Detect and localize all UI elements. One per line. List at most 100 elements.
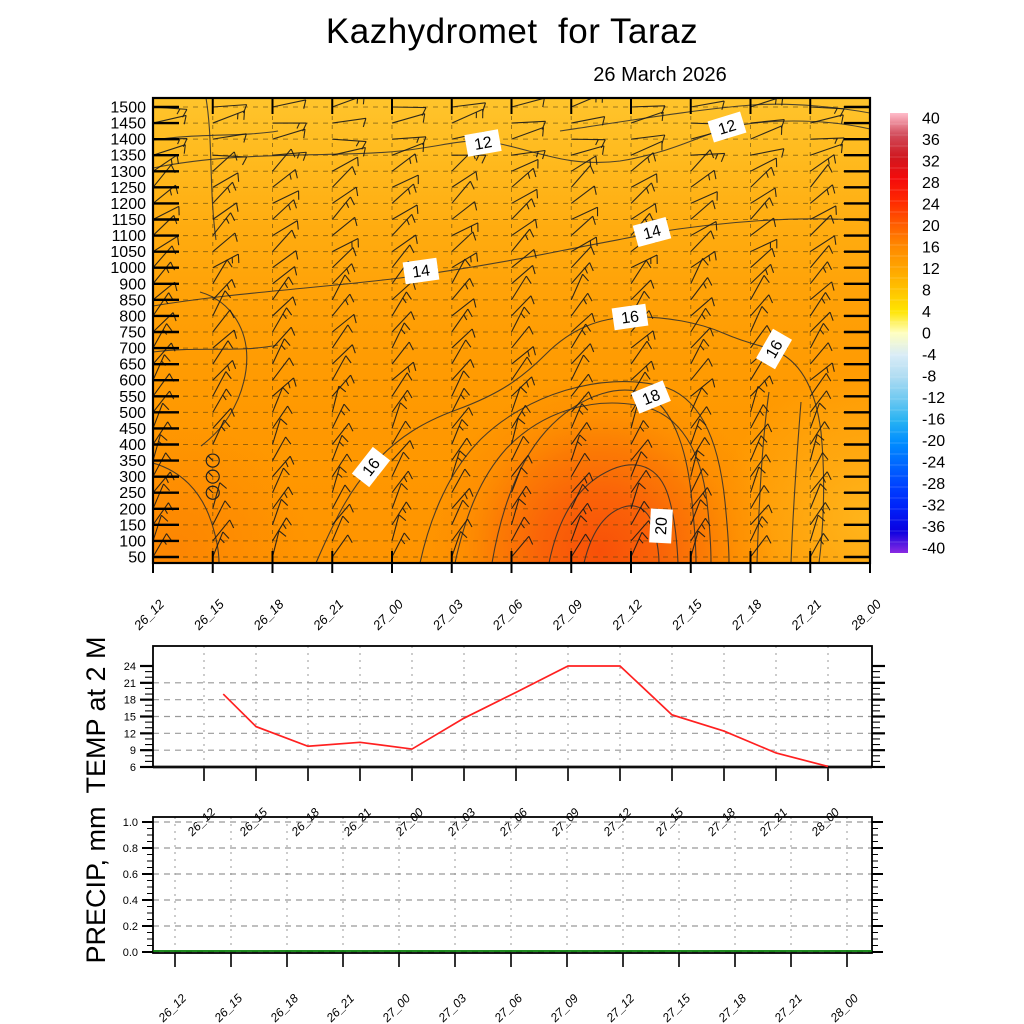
svg-text:15: 15 [124, 712, 136, 724]
svg-text:1.0: 1.0 [123, 817, 138, 829]
svg-text:-40: -40 [922, 541, 945, 558]
main-gridlines [153, 98, 870, 563]
svg-text:12: 12 [716, 117, 738, 138]
svg-text:600: 600 [119, 373, 146, 390]
svg-text:18: 18 [124, 695, 136, 707]
svg-text:1350: 1350 [110, 148, 146, 165]
svg-text:20: 20 [922, 218, 940, 235]
svg-text:27_18: 27_18 [715, 991, 749, 1024]
svg-text:27_09: 27_09 [548, 597, 585, 634]
svg-text:26_12: 26_12 [130, 596, 167, 633]
svg-text:27_21: 27_21 [787, 597, 824, 634]
svg-text:-4: -4 [922, 347, 936, 364]
svg-text:14: 14 [641, 222, 663, 243]
svg-text:-32: -32 [922, 498, 945, 515]
page-title: Kazhydromet for Taraz [325, 12, 699, 51]
svg-text:500: 500 [119, 405, 146, 422]
svg-text:450: 450 [119, 421, 146, 438]
svg-text:6: 6 [130, 762, 136, 774]
svg-text:300: 300 [119, 469, 146, 486]
svg-text:850: 850 [119, 292, 146, 309]
svg-text:40: 40 [922, 111, 940, 128]
svg-text:27_09: 27_09 [547, 991, 581, 1024]
svg-text:0.0: 0.0 [123, 947, 138, 959]
svg-text:-12: -12 [922, 390, 945, 407]
svg-text:28_00: 28_00 [827, 991, 861, 1024]
svg-text:27_15: 27_15 [659, 991, 693, 1024]
svg-text:12: 12 [473, 134, 494, 154]
svg-text:28: 28 [922, 175, 940, 192]
svg-text:27_18: 27_18 [728, 596, 765, 633]
svg-text:36: 36 [922, 132, 940, 149]
svg-text:0.2: 0.2 [123, 921, 138, 933]
svg-text:200: 200 [119, 501, 146, 518]
svg-text:900: 900 [119, 276, 146, 293]
svg-text:26_18: 26_18 [288, 805, 322, 839]
svg-text:0.6: 0.6 [123, 869, 138, 881]
svg-text:26_15: 26_15 [190, 596, 227, 633]
svg-text:650: 650 [119, 357, 146, 374]
svg-text:1400: 1400 [110, 132, 146, 149]
svg-text:4: 4 [922, 304, 931, 321]
main-chart [153, 98, 870, 563]
svg-text:50: 50 [128, 550, 146, 567]
svg-text:16: 16 [763, 337, 787, 361]
svg-text:27_00: 27_00 [369, 596, 406, 633]
svg-text:1450: 1450 [110, 116, 146, 133]
svg-text:26_18: 26_18 [267, 991, 301, 1024]
svg-text:27_12: 27_12 [603, 991, 637, 1024]
svg-text:0.4: 0.4 [123, 895, 138, 907]
svg-text:1050: 1050 [110, 244, 146, 261]
svg-text:150: 150 [119, 517, 146, 534]
colorbar: 4036322824201612840-4-8-12-16-20-24-28-3… [890, 111, 945, 558]
svg-text:700: 700 [119, 341, 146, 358]
svg-text:1500: 1500 [110, 100, 146, 117]
svg-text:-24: -24 [922, 455, 945, 472]
svg-text:-16: -16 [922, 412, 945, 429]
svg-text:1000: 1000 [110, 260, 146, 277]
svg-text:26_21: 26_21 [309, 597, 346, 634]
svg-text:27_18: 27_18 [704, 805, 738, 839]
svg-text:27_06: 27_06 [491, 991, 525, 1024]
svg-text:8: 8 [922, 283, 931, 300]
svg-text:-20: -20 [922, 433, 945, 450]
svg-text:750: 750 [119, 325, 146, 342]
svg-text:0: 0 [922, 326, 931, 343]
main-time-labels: 26_12 26_15 26_18 26_21 27_00 27_03 27_06 27_09… [130, 596, 884, 633]
svg-text:14: 14 [411, 262, 431, 281]
svg-text:18: 18 [640, 387, 663, 409]
svg-text:24: 24 [922, 197, 940, 214]
svg-text:0.8: 0.8 [123, 843, 138, 855]
svg-text:1100: 1100 [112, 228, 147, 245]
svg-text:27_03: 27_03 [435, 991, 469, 1024]
main-axes [151, 96, 872, 573]
svg-text:16: 16 [620, 308, 640, 327]
svg-text:1250: 1250 [110, 180, 146, 197]
svg-text:100: 100 [119, 533, 146, 550]
svg-text:27_06: 27_06 [489, 596, 526, 633]
svg-text:1200: 1200 [110, 196, 146, 213]
svg-text:28_00: 28_00 [847, 596, 884, 633]
svg-text:800: 800 [119, 308, 146, 325]
svg-text:20: 20 [653, 517, 671, 536]
svg-text:27_21: 27_21 [771, 991, 805, 1024]
svg-text:1300: 1300 [110, 164, 146, 181]
svg-text:21: 21 [124, 678, 136, 690]
svg-text:27_00: 27_00 [379, 991, 413, 1024]
svg-text:24: 24 [124, 661, 136, 673]
svg-text:27_06: 27_06 [496, 805, 530, 839]
svg-text:26_15: 26_15 [211, 991, 245, 1024]
svg-text:16: 16 [922, 240, 940, 257]
main-level-labels: 1500145014001350130012501200115011001050… [110, 100, 146, 567]
svg-text:12: 12 [124, 728, 136, 740]
svg-text:26_12: 26_12 [155, 991, 189, 1024]
svg-text:350: 350 [119, 453, 146, 470]
svg-text:12: 12 [922, 261, 940, 278]
svg-text:550: 550 [119, 389, 146, 406]
wind-barbs [153, 98, 870, 558]
svg-text:27_15: 27_15 [668, 596, 705, 633]
svg-text:26_18: 26_18 [250, 596, 287, 633]
svg-text:-36: -36 [922, 519, 945, 536]
